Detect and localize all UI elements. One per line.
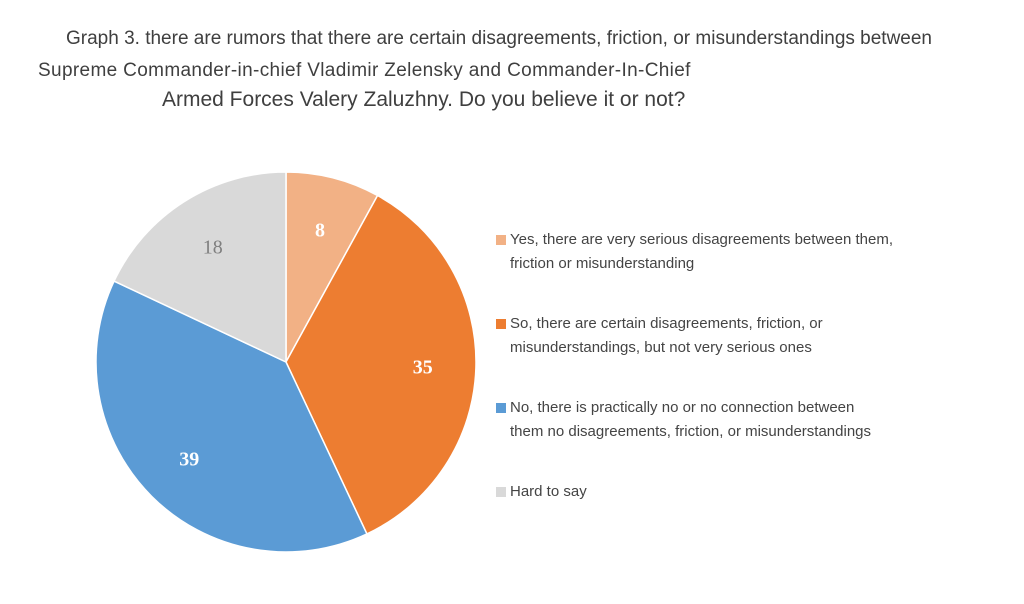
- pie-value-label-3: 18: [203, 236, 223, 258]
- legend-swatch-3: [496, 487, 506, 497]
- pie-slice-2: [95, 280, 368, 553]
- legend-swatch-1: [496, 319, 506, 329]
- legend-label-1-line-1: misunderstandings, but not very serious …: [510, 339, 812, 356]
- legend-label-0-line-1: friction or misunderstanding: [510, 255, 695, 272]
- pie-slice-0: [285, 171, 379, 363]
- chart-title-line-1: Graph 3. there are rumors that there are…: [66, 28, 932, 49]
- legend-swatch-2: [496, 403, 506, 413]
- chart-title-line-3: Armed Forces Valery Zaluzhny. Do you bel…: [162, 88, 686, 111]
- pie-value-label-2: 39: [179, 449, 199, 471]
- legend-item-2: No, there is practically no or no connec…: [496, 396, 871, 444]
- legend-label-2-line-0: No, there is practically no or no connec…: [510, 399, 855, 416]
- legend-label-1-line-0: So, there are certain disagreements, fri…: [510, 315, 823, 332]
- legend-item-1: So, there are certain disagreements, fri…: [496, 312, 823, 360]
- chart-title-line-2: Supreme Commander-in-chief Vladimir Zele…: [38, 60, 691, 81]
- pie-value-label-1: 35: [413, 356, 433, 378]
- legend-swatch-0: [496, 235, 506, 245]
- legend-item-3: Hard to say: [496, 480, 587, 504]
- pie-slice-1: [285, 194, 477, 535]
- legend-label-0-line-0: Yes, there are very serious disagreement…: [510, 231, 893, 248]
- legend-label-2-line-1: them no disagreements, friction, or misu…: [510, 423, 872, 440]
- pie-value-label-0: 8: [315, 219, 325, 241]
- pie-slice-3: [113, 171, 287, 364]
- legend-label-3-line-0: Hard to say: [510, 483, 587, 500]
- legend-item-0: Yes, there are very serious disagreement…: [496, 228, 893, 276]
